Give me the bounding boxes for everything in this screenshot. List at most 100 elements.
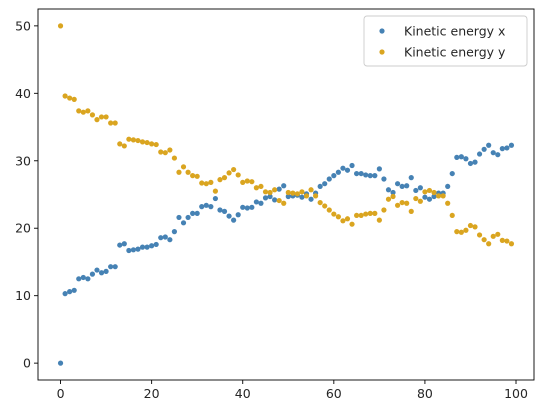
data-point	[240, 179, 246, 185]
data-point	[508, 241, 515, 247]
data-point	[317, 183, 323, 190]
data-point	[80, 109, 86, 115]
data-point	[221, 175, 228, 181]
data-point	[217, 207, 223, 213]
data-point	[185, 169, 191, 175]
data-point	[422, 194, 428, 200]
data-point	[112, 264, 118, 270]
data-point	[76, 276, 82, 282]
data-point	[158, 235, 164, 241]
data-point	[358, 212, 364, 219]
data-point	[240, 204, 246, 210]
legend-box	[363, 15, 528, 67]
x-tick-label: 40	[235, 386, 251, 401]
data-point	[372, 173, 378, 179]
data-point	[217, 177, 223, 183]
data-point	[376, 217, 382, 223]
data-point	[162, 234, 168, 240]
data-point	[62, 291, 68, 297]
data-point	[344, 167, 351, 173]
data-point	[281, 200, 287, 206]
data-point	[308, 196, 314, 202]
data-point	[435, 193, 442, 199]
data-point	[490, 233, 496, 239]
data-point	[408, 175, 414, 181]
data-point	[472, 224, 478, 230]
data-point	[408, 208, 414, 214]
data-point	[294, 191, 300, 197]
data-point	[89, 271, 96, 277]
data-point	[285, 193, 291, 200]
data-point	[121, 241, 127, 247]
data-point	[117, 141, 123, 147]
data-point	[431, 193, 437, 200]
data-point	[153, 141, 159, 148]
data-point	[180, 164, 187, 170]
data-point	[162, 150, 168, 156]
data-point	[445, 183, 451, 190]
data-point	[317, 199, 323, 206]
data-point	[326, 207, 332, 213]
data-point	[308, 187, 314, 193]
data-point	[476, 232, 483, 238]
data-point	[299, 194, 305, 200]
y-tick-label: 20	[15, 221, 31, 236]
data-point	[203, 202, 209, 208]
data-point	[326, 176, 332, 182]
legend-marker	[379, 49, 385, 55]
data-point	[57, 23, 64, 29]
x-tick-label: 20	[144, 386, 160, 401]
y-tick-label: 10	[15, 288, 31, 303]
data-point	[94, 267, 100, 273]
data-point	[130, 247, 137, 253]
data-point	[226, 170, 232, 176]
data-point	[313, 193, 319, 199]
x-tick-label: 0	[57, 386, 65, 401]
data-point	[335, 169, 341, 175]
data-point	[404, 200, 410, 206]
data-point	[262, 189, 269, 195]
data-point	[135, 137, 141, 144]
data-point	[258, 183, 264, 190]
data-point	[454, 154, 460, 160]
data-point	[413, 195, 419, 202]
data-point	[194, 210, 200, 216]
data-point	[322, 181, 328, 187]
data-point	[458, 229, 464, 235]
data-point	[381, 176, 387, 182]
data-point	[153, 241, 159, 248]
data-point	[354, 170, 360, 177]
data-point	[426, 187, 433, 194]
data-point	[349, 221, 355, 227]
data-point	[344, 216, 351, 222]
data-point	[381, 207, 387, 213]
data-point	[354, 212, 360, 219]
data-point	[244, 178, 250, 184]
data-point	[158, 149, 164, 155]
data-point	[76, 108, 82, 114]
data-point	[490, 150, 496, 156]
data-point	[399, 199, 405, 206]
data-point	[385, 187, 392, 193]
data-point	[267, 193, 273, 200]
data-point	[290, 190, 296, 196]
data-point	[322, 203, 328, 209]
data-points	[57, 23, 515, 366]
data-point	[335, 214, 341, 220]
data-point	[180, 220, 187, 226]
data-point	[394, 181, 401, 187]
data-point	[190, 210, 196, 216]
data-point	[276, 186, 282, 192]
data-point	[244, 205, 250, 211]
ticks: 0 20 40 60 80 100 0 10 20 30 40 50	[15, 18, 528, 401]
data-point	[394, 202, 401, 208]
data-point	[67, 95, 73, 101]
data-point	[176, 214, 182, 221]
y-tick-label: 0	[23, 356, 31, 371]
data-point	[235, 212, 241, 218]
data-point	[504, 145, 510, 151]
data-point	[495, 152, 501, 158]
data-point	[481, 146, 487, 152]
data-point	[171, 155, 178, 161]
